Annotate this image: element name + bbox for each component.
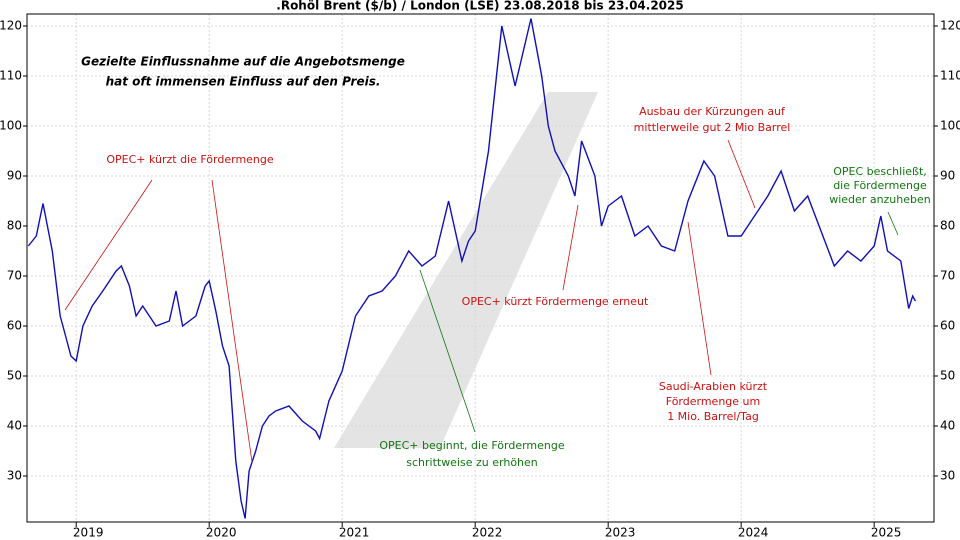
price-line <box>27 18 917 519</box>
annotation-connector <box>727 139 756 209</box>
annotation-connector <box>64 179 153 311</box>
annotation-text: wieder anzuheben <box>829 193 931 206</box>
x-tick-label: 2019 <box>73 526 104 540</box>
plot-frame <box>26 13 935 523</box>
y2-tick-label: 60 <box>940 319 955 333</box>
annotation-text: mittlerweile gut 2 Mio Barrel <box>634 121 791 134</box>
y-tick-label: 40 <box>7 419 22 433</box>
y2-tick-label: 40 <box>940 419 955 433</box>
y2-tick-label: 50 <box>940 369 955 383</box>
y2-tick-label: 80 <box>940 219 955 233</box>
annotation-text: Gezielte Einflussnahme auf die Angebotsm… <box>81 55 405 69</box>
annotation-text: OPEC+ kürzt die Fördermenge <box>106 153 274 166</box>
annotation-text: hat oft immensen Einfluss auf den Preis. <box>106 75 381 89</box>
annotation-text: OPEC+ beginnt, die Fördermenge <box>379 439 564 452</box>
annotation-connector <box>419 269 476 433</box>
logo-shape <box>334 92 598 448</box>
y-tick-label: 30 <box>7 469 22 483</box>
annotation-connector <box>211 179 253 463</box>
y2-tick-label: 120 <box>940 19 960 33</box>
annotation-connector <box>562 204 579 291</box>
y2-tick-label: 110 <box>940 69 960 83</box>
annotation-text: Saudi-Arabien kürzt <box>659 380 768 393</box>
x-tick-label: 2020 <box>206 526 237 540</box>
annotation-connector <box>887 211 899 236</box>
chart-title: .Rohöl Brent ($/b) / London (LSE) 23.08.… <box>276 0 683 13</box>
annotation-text: OPEC beschließt, <box>833 165 927 178</box>
y-tick-label: 80 <box>7 219 22 233</box>
y-tick-label: 50 <box>7 369 22 383</box>
annotation-text: die Fördermenge <box>833 179 927 192</box>
annotation-text: Fördermenge um <box>666 395 760 408</box>
annotation-connector <box>687 221 712 376</box>
x-tick-label: 2021 <box>339 526 370 540</box>
y-tick-label: 110 <box>0 69 22 83</box>
y-tick-label: 120 <box>0 19 22 33</box>
y-tick-label: 60 <box>7 319 22 333</box>
annotation-text: schrittweise zu erhöhen <box>406 456 538 469</box>
x-tick-label: 2025 <box>871 526 902 540</box>
x-tick-label: 2022 <box>472 526 503 540</box>
annotation-text: 1 Mio. Barrel/Tag <box>667 410 759 423</box>
annotation-text: OPEC+ kürzt Fördermenge erneut <box>462 295 649 308</box>
y2-tick-label: 90 <box>940 169 955 183</box>
y2-tick-label: 70 <box>940 269 955 283</box>
x-tick-label: 2023 <box>605 526 636 540</box>
y-tick-label: 70 <box>7 269 22 283</box>
y2-tick-label: 100 <box>940 119 960 133</box>
y2-tick-label: 30 <box>940 469 955 483</box>
annotation-text: Ausbau der Kürzungen auf <box>639 105 786 118</box>
x-tick-label: 2024 <box>738 526 769 540</box>
y-tick-label: 90 <box>7 169 22 183</box>
y-tick-label: 100 <box>0 119 22 133</box>
